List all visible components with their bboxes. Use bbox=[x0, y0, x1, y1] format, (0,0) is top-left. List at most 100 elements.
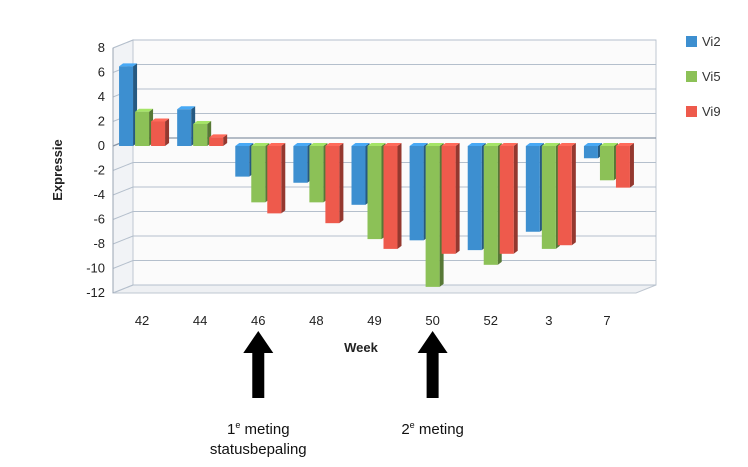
bar-top bbox=[409, 143, 428, 146]
floor bbox=[112, 284, 657, 294]
bar bbox=[499, 146, 514, 254]
bar-top bbox=[615, 143, 634, 146]
bar bbox=[267, 146, 282, 214]
bar-side bbox=[281, 143, 286, 214]
x-tick-label: 3 bbox=[545, 313, 552, 328]
x-tick-label: 7 bbox=[603, 313, 610, 328]
bar bbox=[135, 111, 150, 146]
y-tick-label: -6 bbox=[93, 212, 105, 227]
bar-top bbox=[557, 143, 576, 146]
bar-top bbox=[135, 108, 154, 112]
bar-side bbox=[397, 143, 402, 249]
bar-top bbox=[267, 143, 286, 146]
gridline bbox=[112, 260, 656, 269]
bar-top bbox=[541, 143, 560, 146]
bar bbox=[309, 146, 324, 203]
bar bbox=[293, 146, 308, 183]
x-tick-label: 44 bbox=[193, 313, 207, 328]
annotation-label: 1e meting statusbepaling bbox=[188, 420, 328, 458]
bar-side bbox=[629, 143, 634, 188]
bar-top bbox=[351, 143, 370, 146]
bar-top bbox=[383, 143, 402, 146]
arrow-icon bbox=[417, 331, 448, 398]
bar-side bbox=[165, 118, 170, 146]
bar-side bbox=[339, 143, 344, 224]
y-tick-label: -8 bbox=[93, 236, 105, 251]
legend-swatch bbox=[686, 71, 697, 82]
x-tick-label: 49 bbox=[367, 313, 381, 328]
bar bbox=[235, 146, 250, 177]
legend-swatch bbox=[686, 36, 697, 47]
x-tick-label: 50 bbox=[425, 313, 439, 328]
bar bbox=[209, 137, 224, 146]
bar bbox=[177, 109, 192, 146]
annotation-subline: statusbepaling bbox=[209, 441, 307, 458]
y-tick-label: 2 bbox=[98, 114, 105, 129]
y-tick-label: 0 bbox=[98, 138, 105, 153]
bar bbox=[599, 146, 614, 181]
y-tick-label: -4 bbox=[93, 187, 105, 202]
bar-top bbox=[367, 143, 386, 146]
bar bbox=[151, 121, 166, 146]
y-tick-label: 4 bbox=[98, 89, 105, 104]
bar bbox=[193, 123, 208, 146]
bar bbox=[441, 146, 456, 254]
x-tick-label: 52 bbox=[483, 313, 497, 328]
bar bbox=[351, 146, 366, 205]
bar bbox=[425, 146, 440, 287]
bar-top bbox=[235, 143, 254, 146]
bar-top bbox=[193, 120, 212, 124]
annotation-label: 2e meting bbox=[363, 420, 503, 438]
bar bbox=[541, 146, 556, 249]
y-tick-label: -2 bbox=[93, 163, 105, 178]
y-tick-label: 8 bbox=[98, 40, 105, 55]
bar bbox=[409, 146, 424, 241]
bar bbox=[583, 146, 598, 159]
bar-top bbox=[177, 106, 196, 110]
x-axis-title: Week bbox=[344, 340, 378, 355]
bar bbox=[383, 146, 398, 249]
bar bbox=[325, 146, 340, 224]
bar-top bbox=[599, 143, 618, 146]
bar-top bbox=[251, 143, 270, 146]
bar bbox=[483, 146, 498, 265]
arrow-icon bbox=[243, 331, 274, 398]
annotation-line: 2e meting bbox=[401, 420, 464, 438]
bar bbox=[557, 146, 572, 246]
bar-top bbox=[499, 143, 518, 146]
bar bbox=[467, 146, 482, 251]
legend-swatch bbox=[686, 106, 697, 117]
bar bbox=[525, 146, 540, 232]
bar-top bbox=[293, 143, 312, 146]
bar-top bbox=[325, 143, 344, 146]
bar-side bbox=[223, 134, 228, 146]
legend-label: Vi2 bbox=[702, 34, 721, 49]
bar-side bbox=[455, 143, 460, 254]
bar-top bbox=[441, 143, 460, 146]
annotation-line: 1e meting bbox=[226, 420, 290, 438]
bar-top bbox=[467, 143, 486, 146]
x-tick-label: 46 bbox=[251, 313, 265, 328]
bar-side bbox=[571, 143, 576, 246]
bar-top bbox=[425, 143, 444, 146]
bar bbox=[615, 146, 630, 188]
y-tick-label: -10 bbox=[86, 261, 105, 276]
bar bbox=[367, 146, 382, 240]
bar bbox=[251, 146, 266, 203]
y-axis-title: Expressie bbox=[50, 139, 65, 200]
y-tick-label: 6 bbox=[98, 65, 105, 80]
x-tick-label: 48 bbox=[309, 313, 323, 328]
bar-side bbox=[513, 143, 518, 254]
bar-top bbox=[119, 63, 138, 67]
gridline bbox=[112, 284, 656, 294]
bar-top bbox=[483, 143, 502, 146]
bar-top bbox=[309, 143, 328, 146]
bar-top bbox=[583, 143, 602, 146]
bar-top bbox=[151, 118, 170, 122]
legend-label: Vi9 bbox=[702, 104, 721, 119]
bar bbox=[119, 66, 134, 146]
legend-label: Vi5 bbox=[702, 69, 721, 84]
bar-top bbox=[209, 134, 228, 138]
y-tick-label: -12 bbox=[86, 285, 105, 300]
